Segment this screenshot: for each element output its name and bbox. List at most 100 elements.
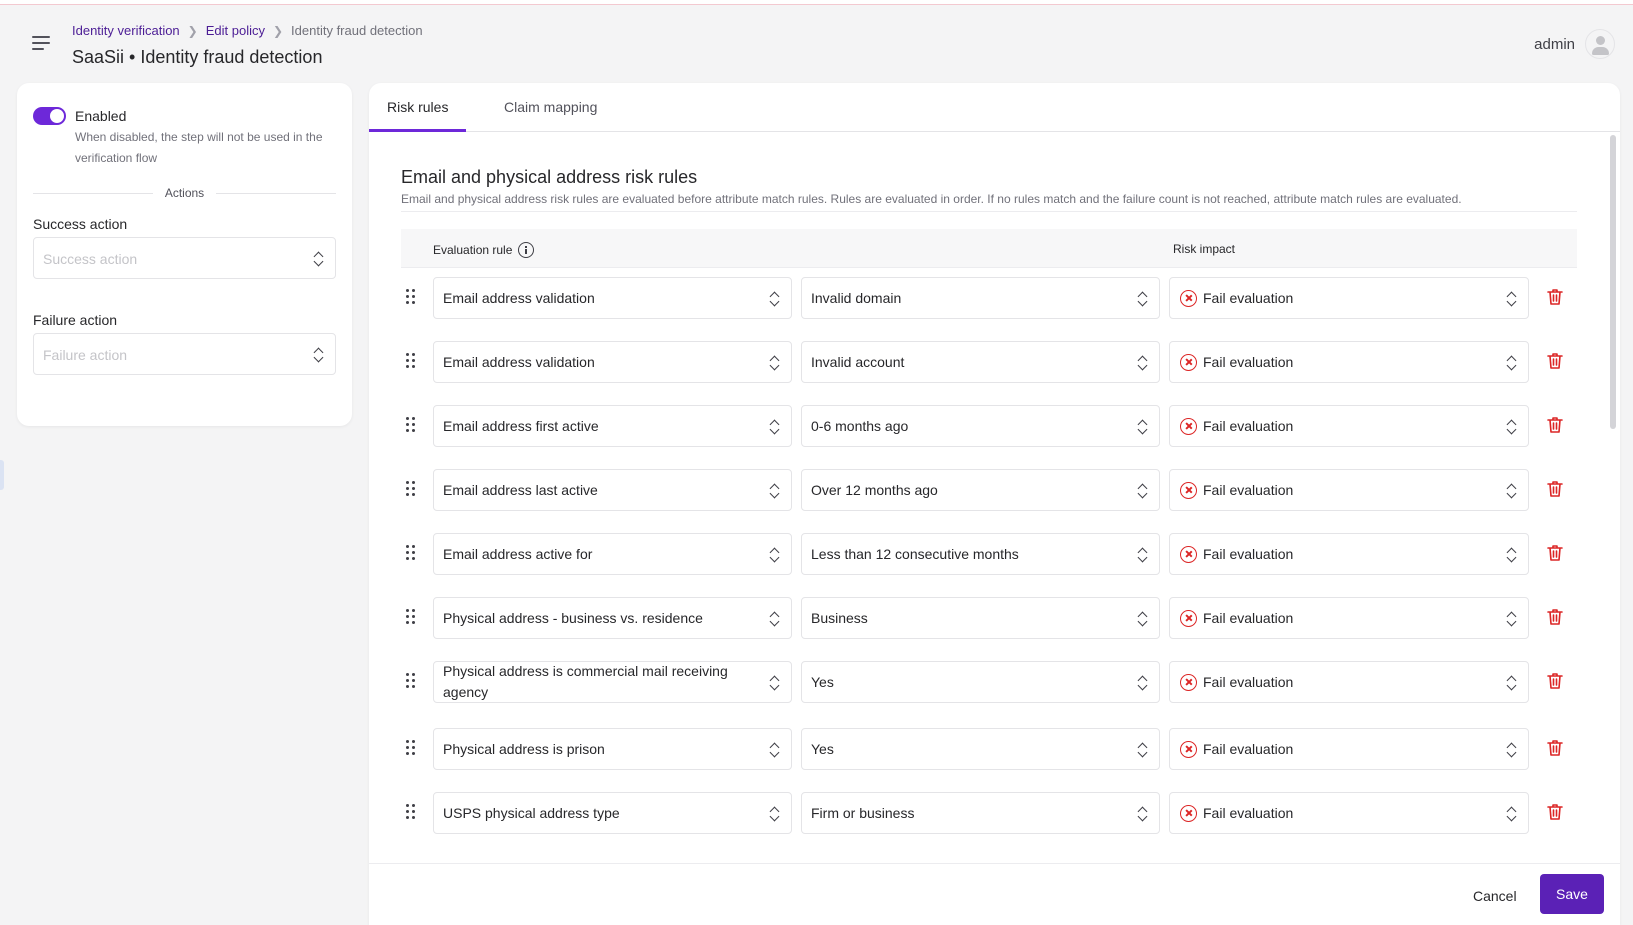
risk-impact-select[interactable]: Fail evaluation <box>1169 728 1529 770</box>
risk-impact-select[interactable]: Fail evaluation <box>1169 277 1529 319</box>
drag-handle-icon[interactable] <box>406 739 416 757</box>
chevron-up-down-icon <box>313 250 323 268</box>
chevron-up-down-icon <box>769 741 779 759</box>
trash-icon[interactable] <box>1547 352 1563 370</box>
menu-icon[interactable] <box>32 35 54 53</box>
evaluation-rule-select[interactable]: Email address active for <box>433 533 792 575</box>
drag-handle-icon[interactable] <box>406 480 416 498</box>
evaluation-rule-value: Physical address is commercial mail rece… <box>443 663 728 700</box>
trash-icon[interactable] <box>1547 480 1563 498</box>
trash-icon[interactable] <box>1547 544 1563 562</box>
evaluation-rule-select[interactable]: Email address first active <box>433 405 792 447</box>
evaluation-rule-value: Email address last active <box>443 481 598 498</box>
rule-value-select[interactable]: 0-6 months ago <box>801 405 1160 447</box>
evaluation-rule-value: Physical address is prison <box>443 740 605 757</box>
chevron-up-down-icon <box>769 674 779 692</box>
breadcrumb-edit-policy[interactable]: Edit policy <box>205 23 265 38</box>
evaluation-rule-select[interactable]: Email address validation <box>433 341 792 383</box>
x-circle-icon <box>1180 482 1197 499</box>
drag-handle-icon[interactable] <box>406 352 416 370</box>
rule-value-select[interactable]: Invalid domain <box>801 277 1160 319</box>
breadcrumb: Identity verification ❯ Edit policy ❯ Id… <box>72 23 423 38</box>
trash-icon[interactable] <box>1547 416 1563 434</box>
rule-value: Yes <box>811 673 834 690</box>
evaluation-rule-value: Email address validation <box>443 289 595 306</box>
risk-impact-select[interactable]: Fail evaluation <box>1169 533 1529 575</box>
rule-value-select[interactable]: Invalid account <box>801 341 1160 383</box>
chevron-up-down-icon <box>1506 741 1516 759</box>
success-action-select[interactable]: Success action <box>33 237 336 279</box>
table-row: Email address first active 0-6 months ago… <box>401 405 1577 447</box>
rule-value-select[interactable]: Yes <box>801 728 1160 770</box>
table-row: Physical address - business vs. residenc… <box>401 597 1577 639</box>
info-icon[interactable] <box>518 242 535 258</box>
tab-claim-mapping[interactable]: Claim mapping <box>504 99 598 115</box>
avatar-icon[interactable] <box>1585 29 1615 59</box>
trash-icon[interactable] <box>1547 803 1563 821</box>
chevron-up-down-icon <box>769 290 779 308</box>
drag-handle-icon[interactable] <box>406 544 416 562</box>
x-circle-icon <box>1180 741 1197 758</box>
rule-value: Less than 12 consecutive months <box>811 545 1019 562</box>
chevron-up-down-icon <box>1506 805 1516 823</box>
side-panel-handle[interactable] <box>0 460 4 490</box>
drag-handle-icon[interactable] <box>406 803 416 821</box>
breadcrumb-identity-verification[interactable]: Identity verification <box>72 23 180 38</box>
enabled-label: Enabled <box>75 108 127 124</box>
risk-impact-select[interactable]: Fail evaluation <box>1169 792 1529 834</box>
rule-value-select[interactable]: Firm or business <box>801 792 1160 834</box>
risk-impact-value: Fail evaluation <box>1203 353 1294 370</box>
drag-handle-icon[interactable] <box>406 672 416 690</box>
evaluation-rule-select[interactable]: Email address last active <box>433 469 792 511</box>
risk-impact-select[interactable]: Fail evaluation <box>1169 341 1529 383</box>
drag-handle-icon[interactable] <box>406 416 416 434</box>
risk-impact-value: Fail evaluation <box>1203 740 1294 757</box>
enabled-toggle[interactable] <box>33 107 66 125</box>
rule-value-select[interactable]: Over 12 months ago <box>801 469 1160 511</box>
evaluation-rule-select[interactable]: Physical address is prison <box>433 728 792 770</box>
page-title: SaaSii • Identity fraud detection <box>72 47 323 67</box>
risk-impact-select[interactable]: Fail evaluation <box>1169 661 1529 703</box>
risk-impact-select[interactable]: Fail evaluation <box>1169 405 1529 447</box>
chevron-up-down-icon <box>769 805 779 823</box>
cancel-button[interactable]: Cancel <box>1457 876 1533 916</box>
success-action-label: Success action <box>33 216 128 232</box>
risk-impact-select[interactable]: Fail evaluation <box>1169 597 1529 639</box>
trash-icon[interactable] <box>1547 739 1563 757</box>
risk-impact-select[interactable]: Fail evaluation <box>1169 469 1529 511</box>
section-description: Email and physical address risk rules ar… <box>401 192 1462 206</box>
drag-handle-icon[interactable] <box>406 608 416 626</box>
save-button[interactable]: Save <box>1540 874 1604 914</box>
chevron-right-icon: ❯ <box>272 23 284 38</box>
rule-value-select[interactable]: Yes <box>801 661 1160 703</box>
x-circle-icon <box>1180 610 1197 627</box>
chevron-up-down-icon <box>1506 482 1516 500</box>
evaluation-rule-select[interactable]: Physical address - business vs. residenc… <box>433 597 792 639</box>
user-menu[interactable]: admin <box>1534 29 1615 59</box>
evaluation-rule-select[interactable]: Physical address is commercial mail rece… <box>433 661 792 703</box>
trash-icon[interactable] <box>1547 288 1563 306</box>
risk-impact-value: Fail evaluation <box>1203 673 1294 690</box>
chevron-up-down-icon <box>1137 354 1147 372</box>
failure-action-select[interactable]: Failure action <box>33 333 336 375</box>
trash-icon[interactable] <box>1547 672 1563 690</box>
rule-value: Business <box>811 609 868 626</box>
section-title: Email and physical address risk rules <box>401 167 698 187</box>
top-border <box>0 0 1633 5</box>
evaluation-rule-select[interactable]: Email address validation <box>433 277 792 319</box>
failure-action-placeholder: Failure action <box>43 347 128 363</box>
rule-value: Invalid domain <box>811 289 902 306</box>
tab-risk-rules[interactable]: Risk rules <box>369 83 467 132</box>
rule-value-select[interactable]: Business <box>801 597 1160 639</box>
rule-value: Yes <box>811 740 834 757</box>
rule-value-select[interactable]: Less than 12 consecutive months <box>801 533 1160 575</box>
evaluation-rule-value: Email address first active <box>443 417 599 434</box>
evaluation-rule-select[interactable]: USPS physical address type <box>433 792 792 834</box>
scrollbar-thumb[interactable] <box>1610 135 1616 429</box>
x-circle-icon <box>1180 546 1197 563</box>
drag-handle-icon[interactable] <box>406 288 416 306</box>
actions-divider: Actions <box>33 186 337 200</box>
table-row: USPS physical address type Firm or busine… <box>401 792 1577 834</box>
trash-icon[interactable] <box>1547 608 1563 626</box>
chevron-up-down-icon <box>1137 741 1147 759</box>
